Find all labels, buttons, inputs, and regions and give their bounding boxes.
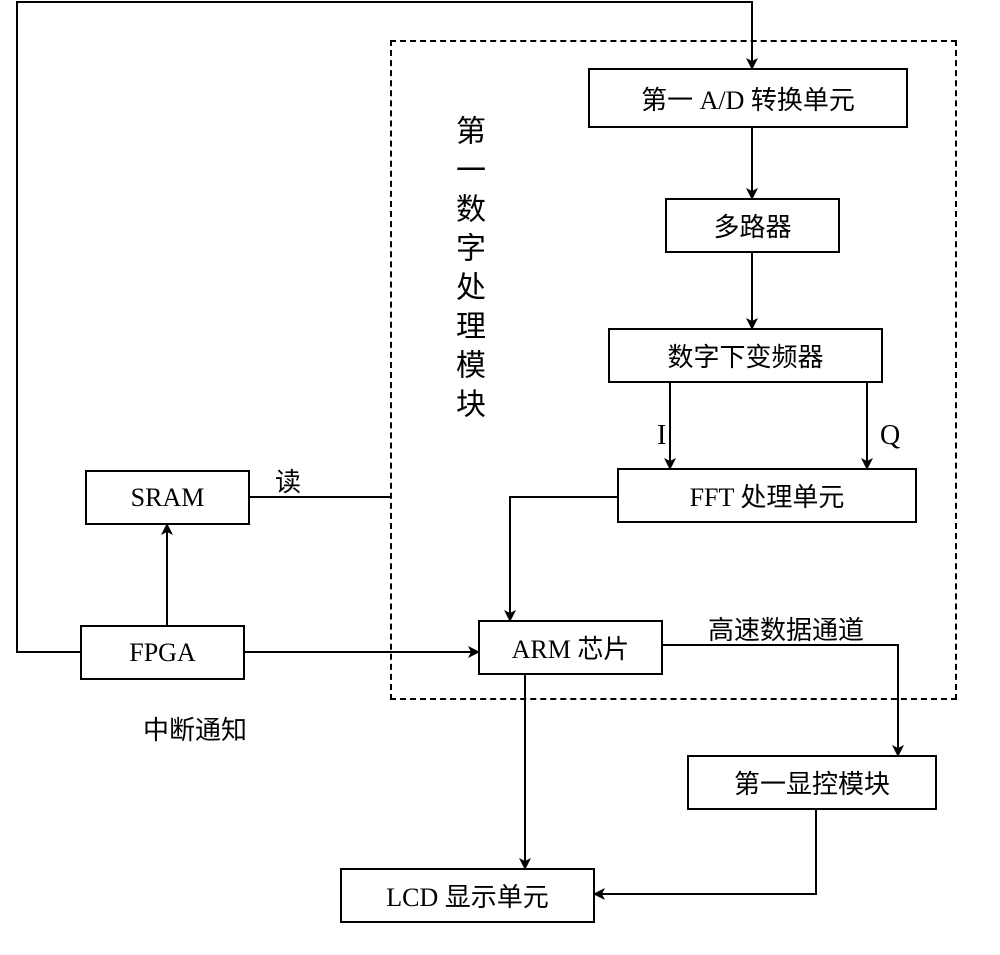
ddc-label: 数字下变频器	[667, 337, 823, 374]
module-title: 第一数字处理模块	[445, 115, 489, 427]
read-label: 读	[275, 462, 301, 499]
i-label: I	[657, 420, 666, 452]
fft-label: FFT 处理单元	[690, 477, 845, 514]
lcd-node: LCD 显示单元	[340, 868, 595, 923]
multiplexer-label: 多路器	[713, 207, 791, 244]
arm-node: ARM 芯片	[478, 620, 663, 675]
fpga-label: FPGA	[129, 638, 195, 668]
ad-converter-node: 第一 A/D 转换单元	[588, 68, 908, 128]
ad-converter-label: 第一 A/D 转换单元	[641, 80, 855, 117]
arrow-displayctrl-to-lcd	[595, 810, 816, 894]
fpga-node: FPGA	[80, 625, 245, 680]
interrupt-label: 中断通知	[143, 710, 247, 747]
fft-node: FFT 处理单元	[617, 468, 917, 523]
highspeed-label: 高速数据通道	[708, 610, 864, 647]
arm-label: ARM 芯片	[512, 629, 630, 666]
ddc-node: 数字下变频器	[608, 328, 883, 383]
sram-node: SRAM	[85, 470, 250, 525]
display-ctrl-node: 第一显控模块	[687, 755, 937, 810]
lcd-label: LCD 显示单元	[386, 877, 549, 914]
multiplexer-node: 多路器	[665, 198, 840, 253]
q-label: Q	[880, 420, 900, 452]
sram-label: SRAM	[131, 483, 205, 513]
arrow-fpga-to-top	[17, 15, 80, 652]
display-ctrl-label: 第一显控模块	[734, 764, 890, 801]
